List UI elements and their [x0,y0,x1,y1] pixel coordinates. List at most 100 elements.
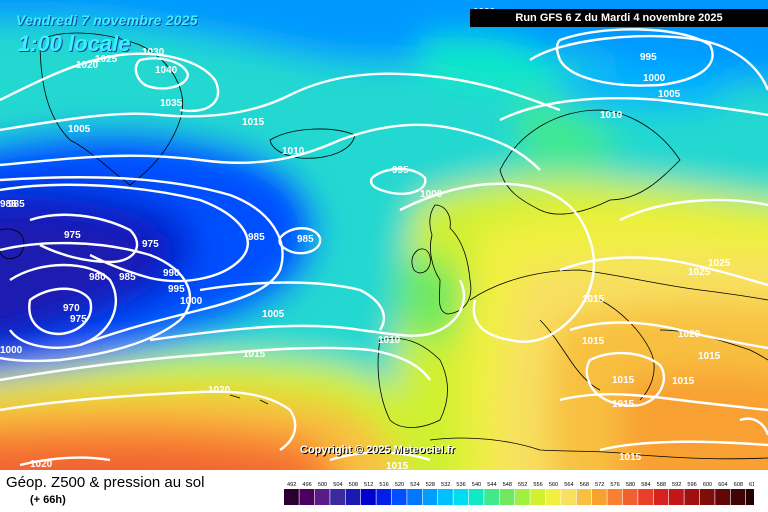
scale-label: 604 [718,482,727,488]
scale-swatch [545,489,561,505]
isobar-label: 1005 [68,124,91,135]
isobar-label: 1015 [698,351,721,362]
isobar-label: 1015 [612,399,635,410]
scale-label: 500 [318,482,327,488]
run-banner: Run GFS 6 Z du Mardi 4 novembre 2025 [470,9,768,27]
scale-swatch [715,489,730,505]
isobar-label: 990 [163,268,180,279]
isobar-label: 1040 [155,65,178,76]
isobar-label: 1005 [262,309,285,320]
scale-swatch [376,489,392,505]
scale-swatch [576,489,592,505]
isobar-label: 975 [64,230,81,241]
scale-swatch [453,489,469,505]
scale-label: 540 [472,482,481,488]
scale-label: 568 [580,482,589,488]
isobar-label: 1030 [142,47,165,58]
forecast-lead: (+ 66h) [30,494,66,506]
scale-swatch [438,489,453,505]
isobar-label: 985 [297,234,314,245]
scale-swatch [684,489,700,505]
isobar-label: 985 [8,199,25,210]
scale-label: 584 [641,482,650,488]
isobar-label: 1020 [30,459,53,470]
scale-swatch [699,489,715,505]
isobars [0,28,768,467]
scale-label: 576 [610,482,619,488]
isobar-label: 985 [0,199,17,210]
scale-label: 516 [379,482,388,488]
isobar-label: 1025 [95,54,118,65]
scale-swatch [499,489,515,505]
scale-label: 536 [456,482,465,488]
scale-label: 556 [533,482,542,488]
scale-swatch [561,489,576,505]
scale-label: 580 [626,482,635,488]
isobar-labels: 1030 1025 1020 1040 1035 1005 1015 1010 … [0,7,731,470]
scale-swatch [746,489,754,505]
scale-label: 524 [410,482,419,488]
isobar-label: 1015 [243,349,266,360]
isobar-label: 1010 [282,146,305,157]
isobar-label: 980 [89,272,106,283]
scale-label: 564 [564,482,573,488]
scale-label: 532 [441,482,450,488]
isobar-label: 1025 [688,267,711,278]
scale-swatch [314,489,330,505]
isobar-label: 975 [70,314,87,325]
scale-label: 492 [287,482,296,488]
scale-swatch [669,489,684,505]
scale-label: 572 [595,482,604,488]
isobar-label: 1015 [242,117,265,128]
scale-swatch [468,489,484,505]
copyright: Copyright © 2025 Meteociel.fr [300,444,455,456]
scale-swatch [361,489,376,505]
scale-label: 548 [503,482,512,488]
isobar-label: 1005 [658,89,681,100]
isobar-label: 1015 [619,452,642,463]
forecast-date: Vendredi 7 novembre 2025 [16,12,198,28]
scale-swatch [422,489,438,505]
isobar-label: 995 [392,165,409,176]
scale-label: 520 [395,482,404,488]
scale-label: 504 [333,482,342,488]
scale-swatch [638,489,653,505]
scale-swatch [284,489,299,505]
isobar-label: 1035 [160,98,183,109]
scale-label: 592 [672,482,681,488]
isobar-label: 1000 [420,189,443,200]
isobar-label: 1015 [672,376,695,387]
isobar-label: 995 [168,284,185,295]
scale-swatch [299,489,315,505]
scale-swatch [607,489,623,505]
scale-label: 544 [487,482,496,488]
scale-label: 608 [734,482,743,488]
isobar-label: 1015 [582,336,605,347]
scale-label: 612 [749,482,754,488]
scale-swatch [730,489,746,505]
isobar-label: 1000 [0,345,23,356]
scale-swatch [407,489,422,505]
isobar-label: 1015 [386,461,409,470]
color-scale: 492 496 500 504 508 512 516 520 524 528 532 536 540 5… [284,482,754,505]
scale-label: 512 [364,482,373,488]
scale-label: 528 [426,482,435,488]
scale-swatch [622,489,638,505]
geopotential-field [0,0,768,470]
isobar-label: 1000 [180,296,203,307]
isobar-label: 985 [248,232,265,243]
scale-swatch [592,489,607,505]
scale-label: 560 [549,482,558,488]
isobar-label: 1025 [708,258,731,269]
isobar-label: 1010 [600,110,623,121]
isobar-label: 975 [142,239,159,250]
scale-label: 596 [687,482,696,488]
map-title: Géop. Z500 & pression au sol [6,474,205,491]
scale-swatch [330,489,345,505]
isobar-label: 1020 [208,385,231,396]
scale-label: 508 [349,482,358,488]
isobar-label: 995 [640,52,657,63]
scale-swatch [345,489,361,505]
isobar-label: 1000 [643,73,666,84]
